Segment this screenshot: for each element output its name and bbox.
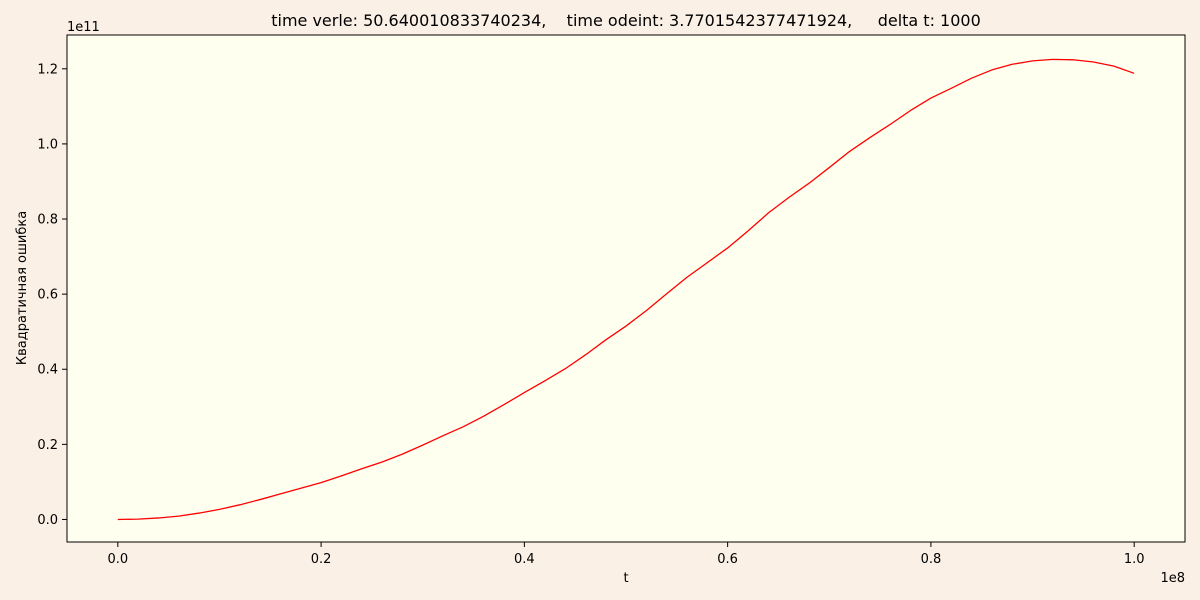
y-tick-label: 0.0	[37, 513, 58, 528]
error-series-line	[117, 58, 1135, 521]
x-tick-label: 0.8	[921, 552, 942, 567]
x-axis-offset-label: 1e8	[1160, 571, 1185, 586]
y-axis-offset-label: 1e11	[67, 20, 100, 35]
x-axis-ticks: 0.0 0.2 0.4 0.6 0.8 1.0	[107, 542, 1145, 567]
y-axis-label: Квадратичная ошибка	[15, 211, 30, 365]
x-tick-label: 0.2	[311, 552, 332, 567]
chart-title: time verle: 50.640010833740234, time ode…	[271, 11, 981, 30]
plot-frame	[66, 34, 1186, 543]
y-tick-label: 0.4	[37, 363, 58, 378]
x-tick-label: 0.4	[514, 552, 535, 567]
plot-area	[67, 35, 1185, 542]
x-tick-label: 0.0	[107, 552, 128, 567]
y-tick-label: 1.2	[37, 62, 58, 77]
y-tick-label: 0.2	[37, 438, 58, 453]
y-tick-label: 0.8	[37, 213, 58, 228]
x-tick-label: 0.6	[717, 552, 738, 567]
x-axis-label: t	[623, 571, 628, 586]
y-tick-label: 0.6	[37, 288, 58, 303]
x-tick-label: 1.0	[1124, 552, 1145, 567]
y-tick-label: 1.0	[37, 137, 58, 152]
y-axis-ticks: 0.0 0.2 0.4 0.6 0.8 1.0 1.2	[37, 62, 67, 528]
